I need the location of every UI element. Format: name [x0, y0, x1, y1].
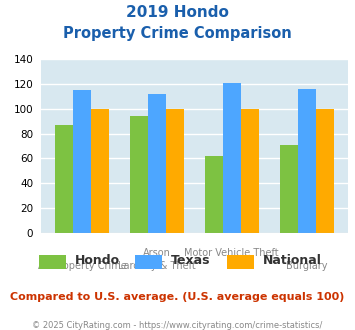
Text: Arson: Arson [143, 248, 171, 257]
Text: Compared to U.S. average. (U.S. average equals 100): Compared to U.S. average. (U.S. average … [10, 292, 345, 302]
Bar [148, 94, 166, 233]
Bar [316, 109, 334, 233]
Bar [91, 109, 109, 233]
Bar [241, 109, 259, 233]
Bar [130, 116, 148, 233]
Text: Texas: Texas [170, 254, 210, 267]
Bar [166, 109, 184, 233]
Bar [205, 156, 223, 233]
Text: Motor Vehicle Theft: Motor Vehicle Theft [185, 248, 279, 257]
Text: National: National [263, 254, 322, 267]
Text: All Property Crime: All Property Crime [38, 261, 126, 271]
Text: Hondo: Hondo [75, 254, 120, 267]
Bar [298, 89, 316, 233]
Text: Larceny & Theft: Larceny & Theft [118, 261, 196, 271]
Bar [55, 125, 73, 233]
Bar [73, 90, 91, 233]
Text: 2019 Hondo: 2019 Hondo [126, 5, 229, 20]
Bar [280, 145, 298, 233]
Text: Property Crime Comparison: Property Crime Comparison [63, 26, 292, 41]
Bar [223, 83, 241, 233]
Text: Burglary: Burglary [286, 261, 327, 271]
Text: © 2025 CityRating.com - https://www.cityrating.com/crime-statistics/: © 2025 CityRating.com - https://www.city… [32, 321, 323, 330]
